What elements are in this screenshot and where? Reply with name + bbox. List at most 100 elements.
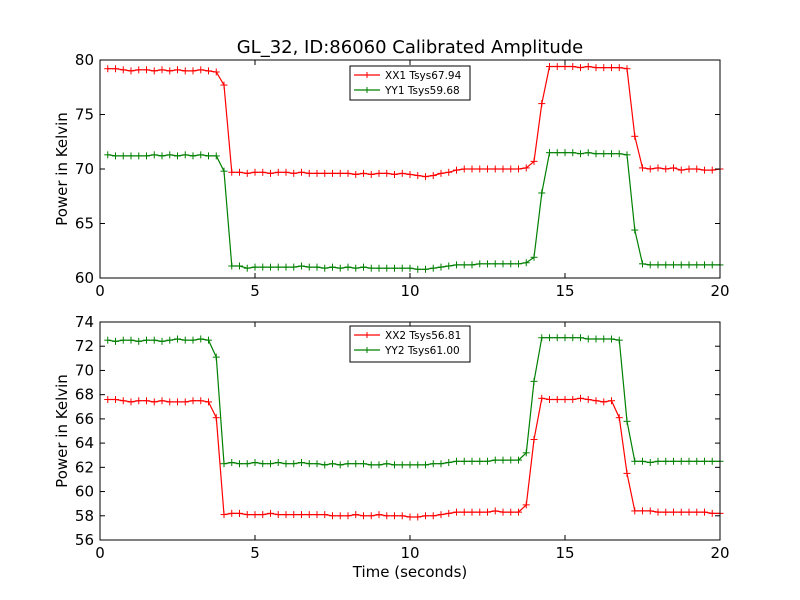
data-point-marker xyxy=(453,508,460,516)
data-point-marker xyxy=(600,150,608,158)
data-point-marker xyxy=(484,165,491,173)
data-point-marker xyxy=(422,512,429,520)
data-point-marker xyxy=(708,166,716,174)
data-point-marker xyxy=(530,435,538,443)
data-point-marker xyxy=(352,460,360,468)
data-point-marker xyxy=(584,396,592,404)
y-tick-label: 65 xyxy=(75,215,94,233)
data-point-marker xyxy=(166,151,174,159)
data-point-marker xyxy=(654,164,662,172)
data-point-marker xyxy=(414,172,422,180)
data-point-marker xyxy=(243,511,251,519)
data-point-marker xyxy=(422,173,429,181)
data-point-marker xyxy=(150,398,158,406)
legend-box xyxy=(349,325,471,363)
data-point-marker xyxy=(220,167,228,175)
data-point-marker xyxy=(646,261,654,269)
data-point-marker xyxy=(127,152,135,160)
data-point-marker xyxy=(236,168,243,176)
data-point-marker xyxy=(274,511,282,519)
data-point-marker xyxy=(507,165,515,173)
data-point-marker xyxy=(546,149,553,157)
data-point-marker xyxy=(158,152,166,160)
data-point-marker xyxy=(267,509,274,517)
data-point-marker xyxy=(600,398,608,406)
data-point-marker xyxy=(391,170,398,178)
data-point-marker xyxy=(321,511,329,519)
data-point-marker xyxy=(112,152,119,160)
data-point-marker xyxy=(383,460,391,468)
data-point-marker xyxy=(127,67,135,75)
legend-item: YY2 Tsys61.00 xyxy=(354,345,460,357)
data-point-marker xyxy=(119,66,127,74)
data-point-marker xyxy=(267,169,274,177)
data-point-marker xyxy=(375,169,383,177)
data-point-marker xyxy=(158,66,166,74)
data-point-marker xyxy=(460,457,468,465)
data-point-marker xyxy=(150,336,158,344)
data-point-marker xyxy=(422,265,429,273)
data-point-marker xyxy=(414,461,422,469)
data-point-marker xyxy=(577,64,584,72)
data-point-marker xyxy=(336,264,344,272)
data-point-marker xyxy=(670,508,677,516)
data-point-marker xyxy=(104,151,112,159)
data-point-marker xyxy=(538,394,546,402)
data-point-marker xyxy=(150,151,158,159)
data-point-marker xyxy=(569,334,577,342)
data-point-marker xyxy=(274,458,282,466)
data-point-marker xyxy=(127,336,135,344)
data-point-marker xyxy=(259,168,267,176)
data-point-marker xyxy=(174,152,181,160)
legend-label: XX2 Tsys56.81 xyxy=(385,330,461,342)
data-point-marker xyxy=(693,457,701,465)
data-point-marker xyxy=(468,457,476,465)
data-point-marker xyxy=(592,150,600,158)
data-point-marker xyxy=(321,169,329,177)
data-point-marker xyxy=(398,264,406,272)
data-point-marker xyxy=(538,334,546,342)
data-point-marker xyxy=(321,264,329,272)
x-tick-label: 5 xyxy=(250,282,260,300)
data-point-marker xyxy=(228,458,236,466)
data-point-marker xyxy=(476,457,484,465)
data-point-marker xyxy=(321,461,329,469)
data-point-marker xyxy=(205,336,212,344)
data-point-marker xyxy=(336,461,344,469)
data-point-marker xyxy=(460,261,468,269)
data-point-marker xyxy=(670,164,677,172)
data-point-marker xyxy=(530,157,538,165)
y-tick-label: 58 xyxy=(75,507,94,525)
data-point-marker xyxy=(158,397,166,405)
data-point-marker xyxy=(274,168,282,176)
data-point-marker xyxy=(205,398,212,406)
y-tick-label: 60 xyxy=(75,269,94,287)
data-point-marker xyxy=(468,165,476,173)
data-point-marker xyxy=(569,396,577,404)
data-point-marker xyxy=(577,334,584,342)
data-point-marker xyxy=(135,397,143,405)
data-point-marker xyxy=(646,165,654,173)
data-point-marker xyxy=(538,189,546,197)
data-point-marker xyxy=(352,264,360,272)
data-point-marker xyxy=(166,67,174,75)
data-point-marker xyxy=(398,169,406,177)
data-point-marker xyxy=(228,262,236,270)
data-point-marker xyxy=(143,336,150,344)
data-point-marker xyxy=(608,64,615,72)
data-point-marker xyxy=(685,508,693,516)
data-point-marker xyxy=(639,457,646,465)
data-point-marker xyxy=(174,398,181,406)
data-point-marker xyxy=(639,260,646,268)
data-point-marker xyxy=(282,460,290,468)
data-point-marker xyxy=(367,170,375,178)
data-point-marker xyxy=(584,335,592,343)
data-point-marker xyxy=(236,262,243,270)
data-point-marker xyxy=(313,460,321,468)
data-point-marker xyxy=(631,457,639,465)
data-point-marker xyxy=(639,164,646,172)
data-point-marker xyxy=(429,264,437,272)
data-point-marker xyxy=(615,414,623,422)
data-point-marker xyxy=(662,457,670,465)
legend-label: YY2 Tsys61.00 xyxy=(384,345,460,357)
